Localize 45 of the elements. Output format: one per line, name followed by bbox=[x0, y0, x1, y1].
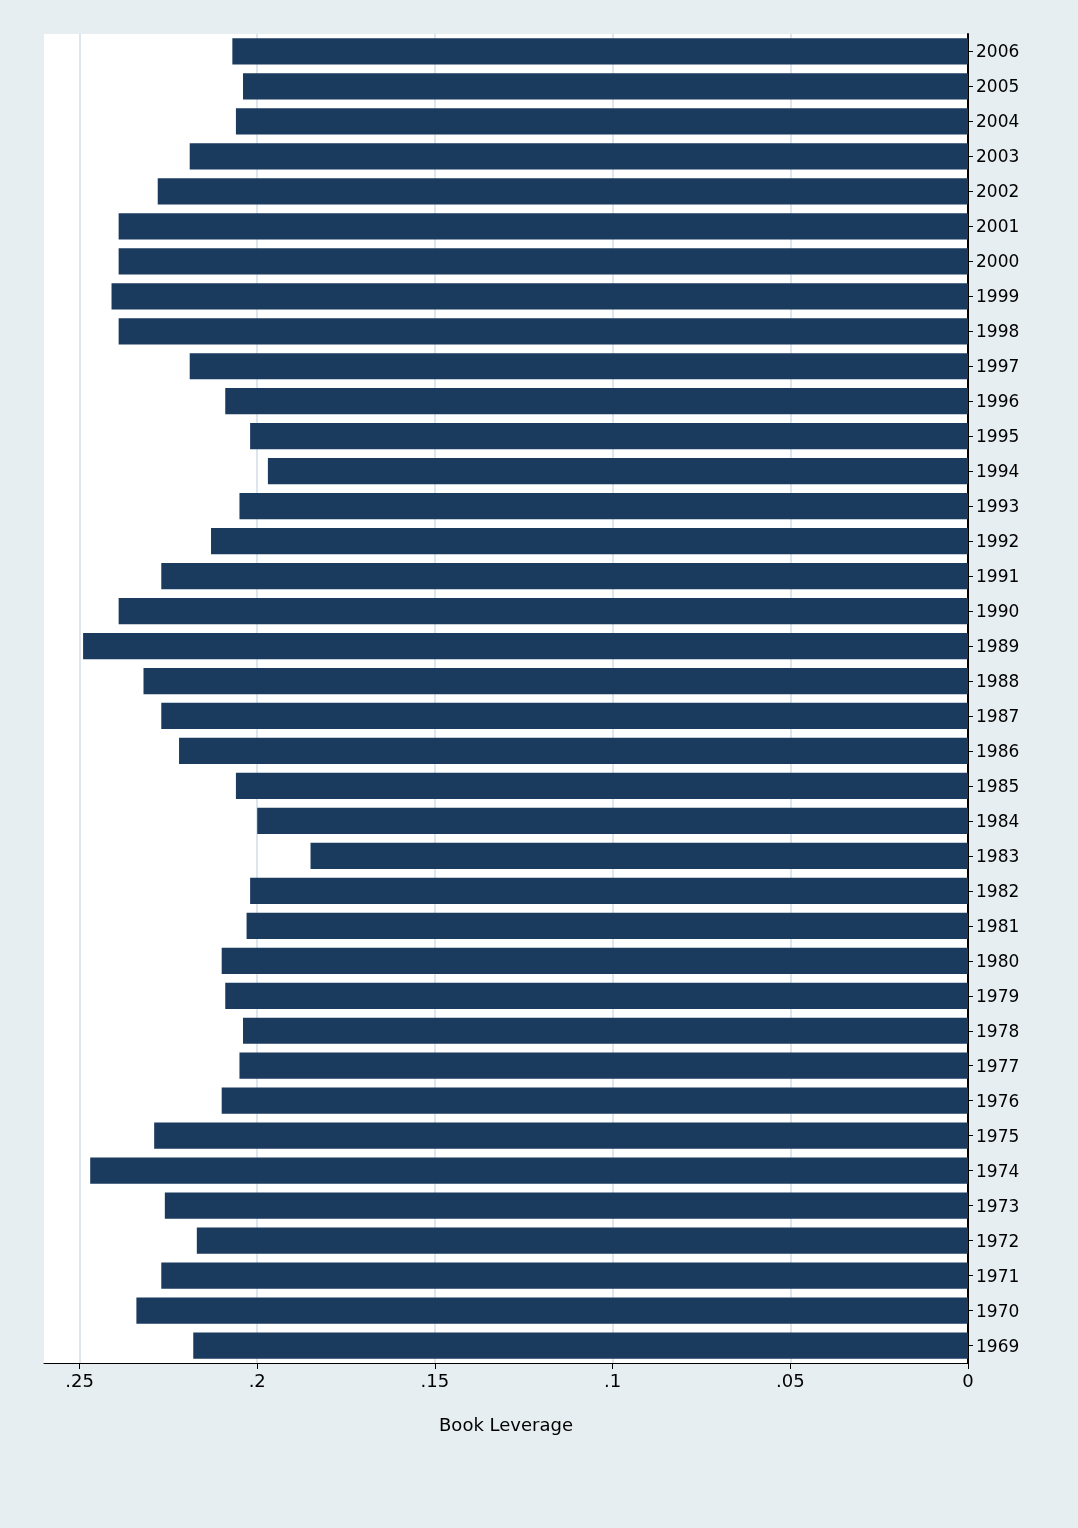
x-axis-title: Book Leverage bbox=[439, 1413, 573, 1435]
y-tick-label: 2003 bbox=[976, 146, 1020, 167]
y-tick-label: 1978 bbox=[976, 1020, 1020, 1041]
y-tick-label: 1972 bbox=[976, 1230, 1020, 1251]
y-tick-label: 1992 bbox=[976, 531, 1020, 552]
y-tick-label: 1998 bbox=[976, 321, 1020, 342]
x-tick-label: .05 bbox=[775, 1369, 805, 1391]
y-tick-label: 1983 bbox=[976, 845, 1020, 866]
y-tick-label: 1974 bbox=[976, 1160, 1020, 1181]
x-tick-label: 0 bbox=[962, 1369, 974, 1391]
y-tick-label: 1985 bbox=[976, 775, 1020, 796]
y-tick-label: 2005 bbox=[976, 76, 1020, 97]
y-tick-label: 1996 bbox=[976, 391, 1020, 412]
y-tick-label: 2001 bbox=[976, 216, 1020, 237]
y-tick-label: 1980 bbox=[976, 950, 1020, 971]
y-tick-label: 1999 bbox=[976, 286, 1020, 307]
y-tick-label: 1993 bbox=[976, 496, 1020, 517]
y-tick-label: 1973 bbox=[976, 1195, 1020, 1216]
y-tick-label: 1987 bbox=[976, 705, 1020, 726]
y-tick-label: 1975 bbox=[976, 1125, 1020, 1146]
y-tick-label: 1995 bbox=[976, 426, 1020, 447]
y-tick-label: 1986 bbox=[976, 740, 1020, 761]
x-tick-label: .1 bbox=[604, 1369, 622, 1391]
y-tick-label: 2002 bbox=[976, 181, 1020, 202]
y-tick-label: 1984 bbox=[976, 810, 1020, 831]
y-tick-label: 1988 bbox=[976, 671, 1020, 692]
y-tick-label: 1976 bbox=[976, 1090, 1020, 1111]
y-tick-label: 1981 bbox=[976, 915, 1020, 936]
x-tick-label: .2 bbox=[248, 1369, 266, 1391]
x-tick-label: .15 bbox=[420, 1369, 450, 1391]
y-tick-label: 1989 bbox=[976, 636, 1020, 657]
y-tick-label: 2006 bbox=[976, 41, 1020, 62]
y-tick-label: 1997 bbox=[976, 356, 1020, 377]
y-tick-label: 1991 bbox=[976, 566, 1020, 587]
y-tick-label: 1970 bbox=[976, 1300, 1020, 1321]
y-tick-label: 1979 bbox=[976, 985, 1020, 1006]
y-tick-label: 2004 bbox=[976, 111, 1020, 132]
y-tick-label: 1971 bbox=[976, 1265, 1020, 1286]
y-tick-label: 1977 bbox=[976, 1055, 1020, 1076]
y-tick-label: 1994 bbox=[976, 461, 1020, 482]
x-tick-label: .25 bbox=[65, 1369, 94, 1391]
y-tick-label: 1990 bbox=[976, 601, 1020, 622]
y-tick-label: 2000 bbox=[976, 251, 1020, 272]
y-tick-label: 1969 bbox=[976, 1335, 1020, 1356]
y-tick-label: 1982 bbox=[976, 880, 1020, 901]
